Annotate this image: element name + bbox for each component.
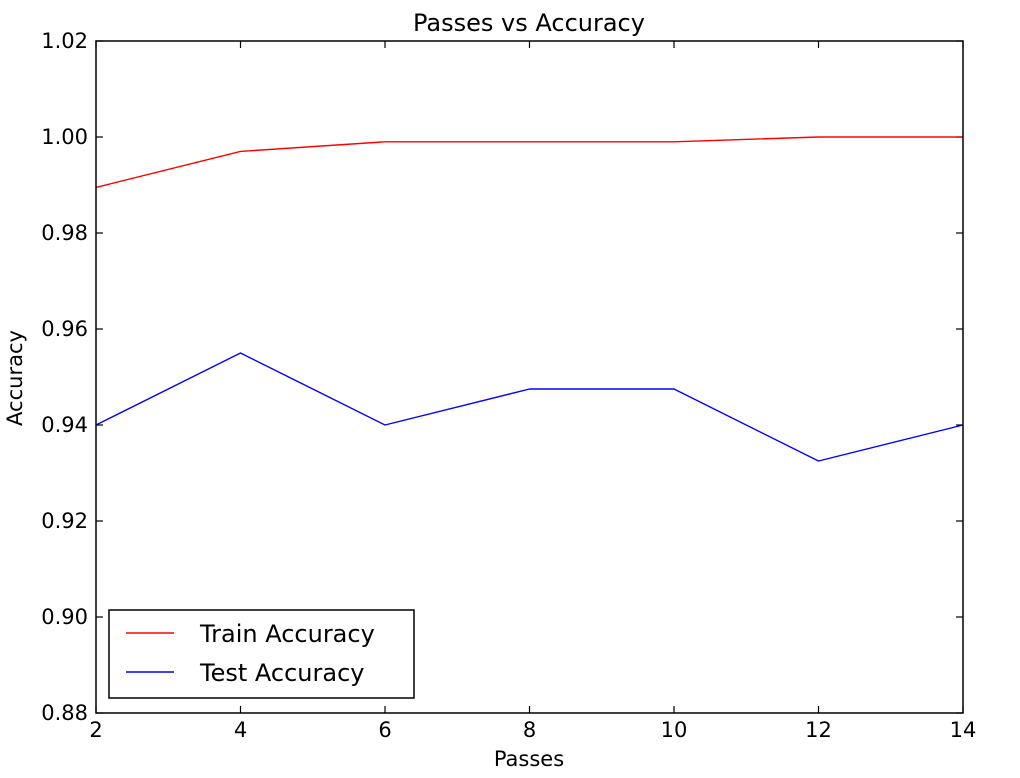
legend: Train Accuracy Test Accuracy bbox=[108, 609, 415, 699]
legend-box bbox=[108, 609, 415, 699]
x-axis-label: Passes bbox=[494, 747, 564, 771]
y-tick-label: 0.92 bbox=[41, 509, 88, 533]
legend-label: Train Accuracy bbox=[199, 620, 375, 648]
y-tick-label: 0.88 bbox=[41, 701, 88, 725]
x-tick-label: 12 bbox=[805, 718, 832, 742]
tick-labels: 2 4 6 8 10 12 14 0.88 0.90 0.92 0.94 0.96 0.98 1.00 1.… bbox=[41, 29, 976, 742]
plot-frame bbox=[95, 40, 964, 714]
x-tick-label: 4 bbox=[234, 718, 247, 742]
x-tick-label: 6 bbox=[378, 718, 391, 742]
legend-label: Test Accuracy bbox=[199, 659, 364, 687]
y-tick-label: 1.00 bbox=[41, 125, 88, 149]
series-line-test-accuracy bbox=[95, 352, 964, 462]
x-tick-label: 10 bbox=[661, 718, 688, 742]
series-lines bbox=[95, 136, 964, 462]
x-tick-label: 14 bbox=[950, 718, 977, 742]
x-tick-label: 8 bbox=[523, 718, 536, 742]
y-tick-label: 0.94 bbox=[41, 413, 88, 437]
y-tick-label: 1.02 bbox=[41, 29, 88, 53]
y-axis-label: Accuracy bbox=[3, 330, 27, 426]
x-tick-label: 2 bbox=[89, 718, 102, 742]
y-tick-label: 0.96 bbox=[41, 317, 88, 341]
y-tick-label: 0.90 bbox=[41, 605, 88, 629]
series-line-train-accuracy bbox=[95, 136, 963, 189]
y-tick-label: 0.98 bbox=[41, 221, 88, 245]
chart-title: Passes vs Accuracy bbox=[413, 9, 645, 37]
